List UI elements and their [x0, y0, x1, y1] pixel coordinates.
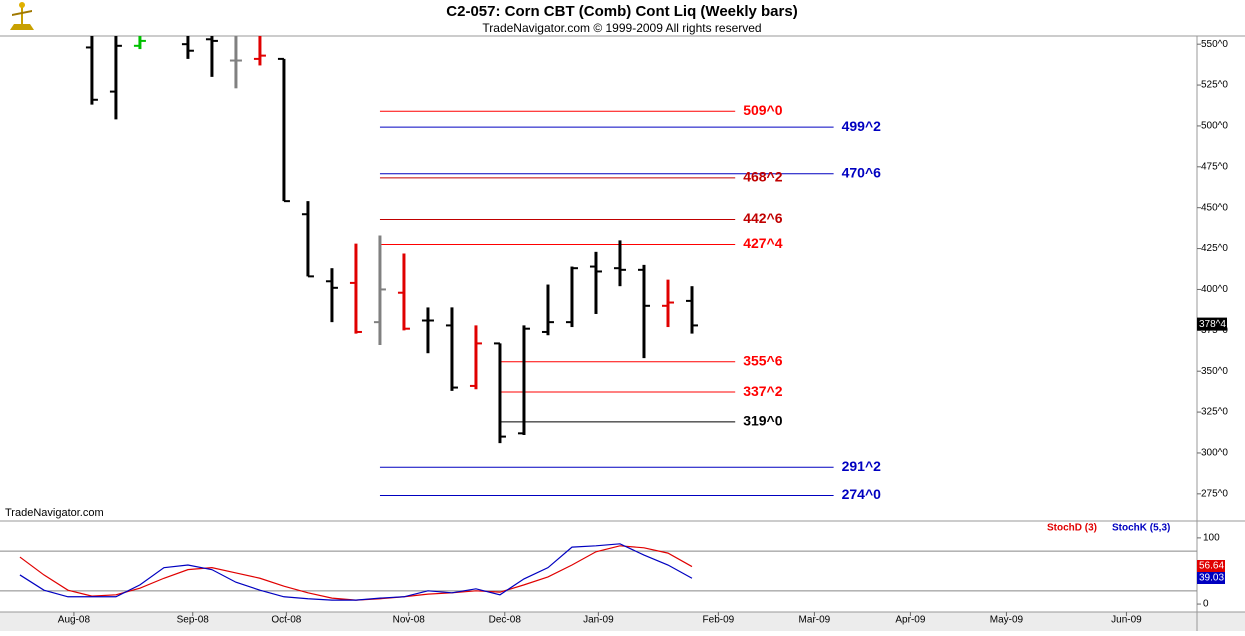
last-value-box — [1197, 572, 1225, 584]
level-label: 470^6 — [842, 164, 882, 180]
x-tick-label: Jun-09 — [1111, 615, 1142, 626]
y-tick-label: 475^0 — [1201, 161, 1228, 172]
y-tick-label: 350^0 — [1201, 366, 1228, 377]
stoch-line — [19, 545, 693, 601]
y-tick-label: 100 — [1203, 533, 1220, 544]
y-tick-label: 425^0 — [1201, 243, 1228, 254]
x-tick-label: Sep-08 — [177, 615, 210, 626]
legend-label: StochD (3) — [1047, 523, 1097, 534]
x-tick-label: Jan-09 — [583, 615, 614, 626]
level-label: 509^0 — [743, 102, 783, 118]
y-tick-label: 300^0 — [1201, 448, 1228, 459]
level-label: 499^2 — [842, 118, 882, 134]
last-price-box — [1197, 317, 1227, 331]
y-tick-label: 325^0 — [1201, 407, 1228, 418]
last-price-label: 378^4 — [1199, 319, 1226, 330]
level-label: 291^2 — [842, 458, 882, 474]
y-tick-label: 400^0 — [1201, 284, 1228, 295]
y-tick-label: 500^0 — [1201, 121, 1228, 132]
y-tick-label: 275^0 — [1201, 488, 1228, 499]
level-label: 274^0 — [842, 486, 882, 502]
y-tick-label: 550^0 — [1201, 39, 1228, 50]
y-tick-label: 450^0 — [1201, 202, 1228, 213]
x-axis-strip — [0, 612, 1245, 631]
logo — [10, 2, 34, 30]
level-label: 442^6 — [743, 210, 783, 226]
x-tick-label: Dec-08 — [489, 615, 522, 626]
level-label: 337^2 — [743, 383, 783, 399]
chart-subtitle: TradeNavigator.com © 1999-2009 All right… — [482, 21, 761, 35]
x-tick-label: Mar-09 — [799, 615, 831, 626]
level-label: 468^2 — [743, 169, 783, 185]
stoch-line — [19, 543, 693, 601]
y-tick-label: 525^0 — [1201, 80, 1228, 91]
level-label: 355^6 — [743, 353, 783, 369]
legend-label: StochK (5,3) — [1112, 523, 1170, 534]
level-label: 427^4 — [743, 235, 783, 251]
x-tick-label: Apr-09 — [895, 615, 925, 626]
last-value-label: 39.03 — [1199, 573, 1224, 584]
x-tick-label: Feb-09 — [703, 615, 735, 626]
watermark: TradeNavigator.com — [5, 507, 104, 519]
x-tick-label: Oct-08 — [271, 615, 301, 626]
x-tick-label: Aug-08 — [58, 615, 91, 626]
y-tick-label: 0 — [1203, 599, 1209, 610]
x-tick-label: Nov-08 — [393, 615, 426, 626]
level-label: 319^0 — [743, 413, 783, 429]
x-tick-label: May-09 — [990, 615, 1024, 626]
last-value-box — [1197, 560, 1225, 572]
last-value-label: 56.64 — [1199, 561, 1224, 572]
chart-title: C2-057: Corn CBT (Comb) Cont Liq (Weekly… — [446, 3, 797, 20]
